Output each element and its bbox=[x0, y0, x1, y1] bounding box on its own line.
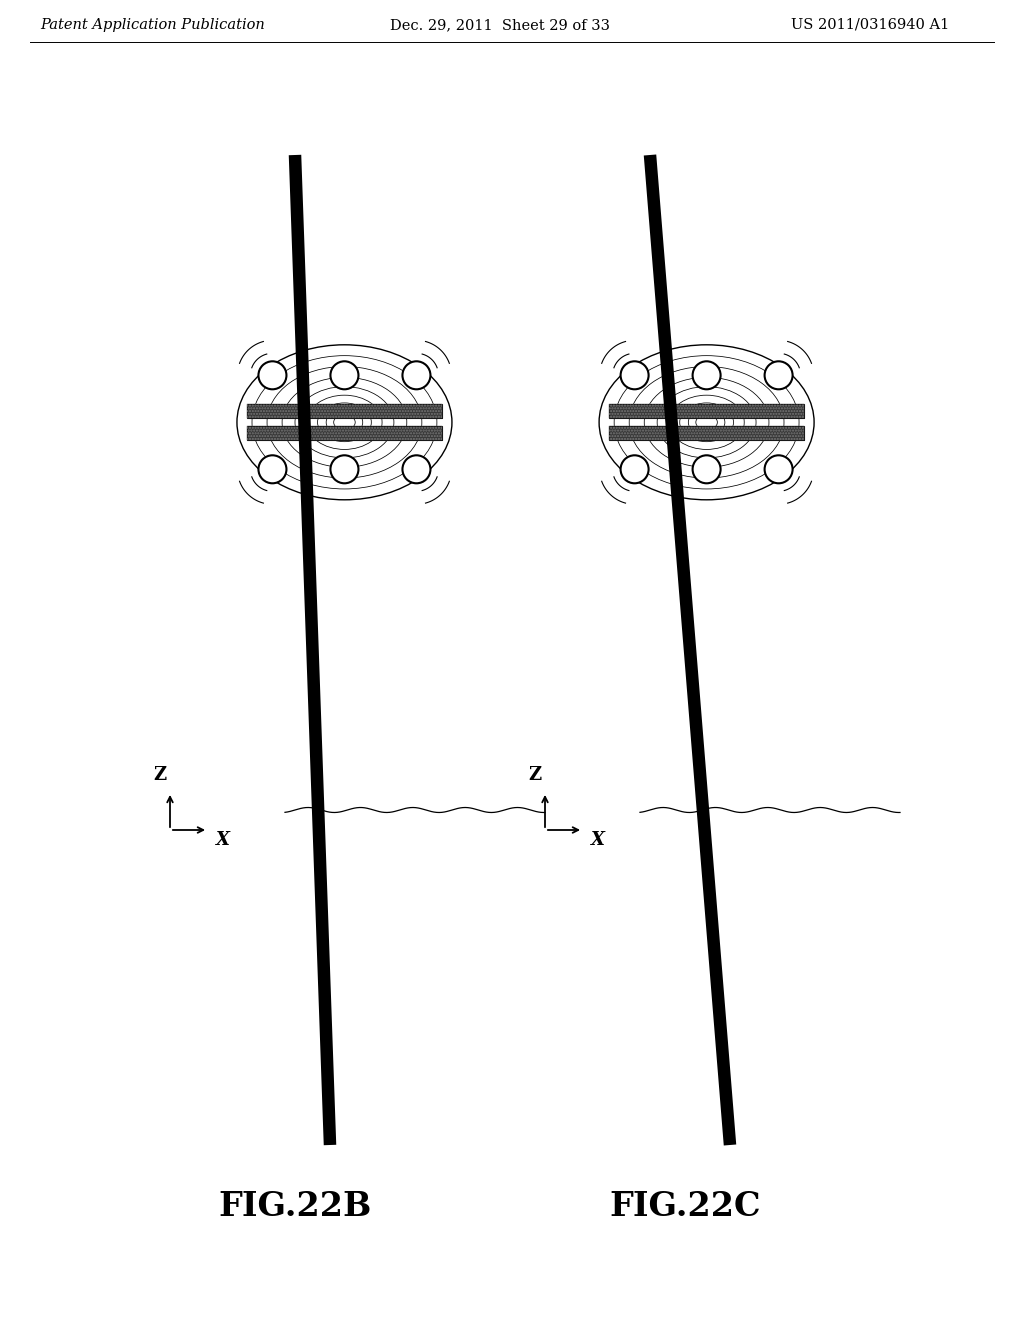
Bar bbox=[609, 404, 804, 418]
Bar bbox=[609, 404, 804, 418]
Circle shape bbox=[402, 362, 430, 389]
Circle shape bbox=[765, 455, 793, 483]
Bar bbox=[247, 426, 442, 441]
Circle shape bbox=[402, 455, 430, 483]
Circle shape bbox=[258, 455, 287, 483]
Text: Z: Z bbox=[154, 766, 167, 784]
Circle shape bbox=[692, 362, 721, 389]
Text: X: X bbox=[216, 832, 230, 849]
Text: Z: Z bbox=[528, 766, 542, 784]
Text: FIG.22C: FIG.22C bbox=[609, 1191, 761, 1224]
Bar bbox=[247, 426, 442, 441]
Bar bbox=[247, 404, 442, 418]
Bar bbox=[609, 426, 804, 441]
Bar bbox=[247, 404, 442, 418]
Circle shape bbox=[692, 455, 721, 483]
Circle shape bbox=[331, 455, 358, 483]
Circle shape bbox=[331, 362, 358, 389]
Text: FIG.22B: FIG.22B bbox=[218, 1191, 372, 1224]
Text: Dec. 29, 2011  Sheet 29 of 33: Dec. 29, 2011 Sheet 29 of 33 bbox=[390, 18, 610, 32]
Text: Patent Application Publication: Patent Application Publication bbox=[41, 18, 265, 32]
Text: X: X bbox=[591, 832, 605, 849]
Circle shape bbox=[258, 362, 287, 389]
Circle shape bbox=[765, 362, 793, 389]
Text: US 2011/0316940 A1: US 2011/0316940 A1 bbox=[791, 18, 949, 32]
Circle shape bbox=[621, 362, 648, 389]
Bar bbox=[609, 426, 804, 441]
Circle shape bbox=[621, 455, 648, 483]
